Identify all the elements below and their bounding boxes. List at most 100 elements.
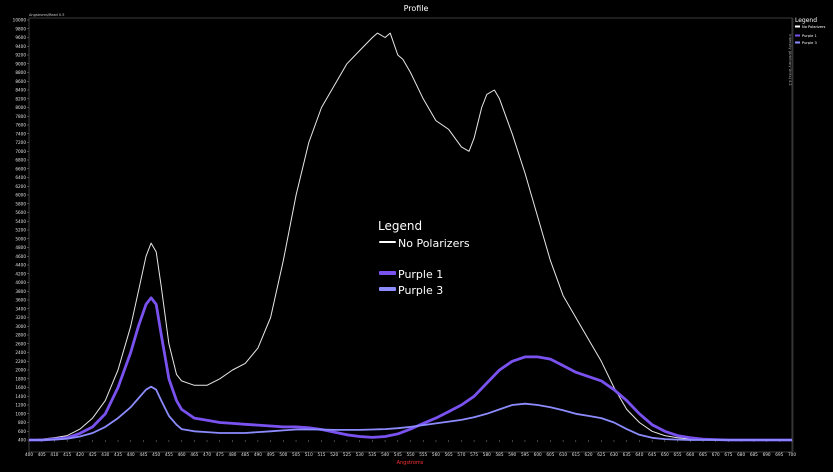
plot-area-frame — [28, 17, 793, 453]
y-tick-label: 8000 — [15, 105, 26, 110]
x-tick-label: 635 — [623, 452, 631, 457]
x-tick-label: 580 — [483, 452, 491, 457]
y-tick-label: 6000 — [15, 193, 26, 198]
y-tick-label: 1600 — [15, 385, 26, 390]
y-tick-label: 1200 — [15, 403, 26, 408]
center-legend-swatch — [379, 287, 396, 291]
x-tick-label: 415 — [63, 452, 71, 457]
x-tick-label: 535 — [368, 452, 376, 457]
x-tick-label: 500 — [279, 452, 287, 457]
side-legend: No Polarizers Purple 1 Purple 3 — [795, 25, 826, 45]
x-tick-label: 625 — [597, 452, 605, 457]
x-tick-label: 665 — [699, 452, 707, 457]
y-tick-label: 1000 — [15, 411, 26, 416]
x-tick-label: 640 — [635, 452, 643, 457]
x-tick-label: 620 — [585, 452, 593, 457]
y-tick-label: 2000 — [15, 368, 26, 373]
x-tick-label: 590 — [508, 452, 516, 457]
series-line-purple-3 — [29, 385, 792, 441]
x-tick-label: 470 — [203, 452, 211, 457]
x-tick-label: 585 — [496, 452, 504, 457]
y-tick-label: 4600 — [15, 254, 26, 259]
x-tick-label: 405 — [38, 452, 46, 457]
x-tick-label: 645 — [648, 452, 656, 457]
x-tick-label: 490 — [254, 452, 262, 457]
x-tick-label: 410 — [50, 452, 58, 457]
side-legend-title: Legend — [795, 17, 817, 24]
side-legend-label: Purple 3 — [802, 41, 817, 45]
y-tick-label: 3000 — [15, 324, 26, 329]
x-tick-label: 525 — [343, 452, 351, 457]
x-tick-label: 605 — [546, 452, 554, 457]
x-tick-label: 550 — [407, 452, 415, 457]
y-tick-label: 4400 — [15, 263, 26, 268]
y-tick-label: 5400 — [15, 219, 26, 224]
right-vertical-text: Intensity (Arbitrary Units) 4.2 — [788, 34, 792, 85]
y-tick-label: 7800 — [15, 114, 26, 119]
x-tick-label: 595 — [521, 452, 529, 457]
x-tick-label: 440 — [127, 452, 135, 457]
x-tick-label: 455 — [165, 452, 173, 457]
x-tick-label: 555 — [419, 452, 427, 457]
y-tick-label: 3600 — [15, 298, 26, 303]
x-tick-label: 695 — [775, 452, 783, 457]
y-tick-label: 6800 — [15, 158, 26, 163]
y-tick-label: 9000 — [15, 61, 26, 66]
x-tick-label: 615 — [572, 452, 580, 457]
x-tick-label: 600 — [534, 452, 542, 457]
y-tick-label: 3400 — [15, 306, 26, 311]
x-tick-label: 565 — [445, 452, 453, 457]
y-tick-label: 5200 — [15, 228, 26, 233]
x-tick-label: 515 — [317, 452, 325, 457]
x-tick-label: 690 — [763, 452, 771, 457]
y-tick-label: 9400 — [15, 44, 26, 49]
y-tick-label: 10000 — [13, 18, 27, 23]
y-axis: 400 600 800 1000 1200 1400 1600 1800 2000 2200 240… — [13, 18, 29, 443]
y-tick-label: 9800 — [15, 26, 26, 31]
x-tick-label: 520 — [330, 452, 338, 457]
x-tick-label: 530 — [356, 452, 364, 457]
series-layer — [28, 32, 792, 442]
x-tick-label: 505 — [292, 452, 300, 457]
y-tick-label: 6600 — [15, 166, 26, 171]
x-tick-label: 560 — [432, 452, 440, 457]
x-tick-label: 570 — [457, 452, 465, 457]
window-title: Profile — [404, 4, 429, 13]
x-tick-label: 670 — [712, 452, 720, 457]
y-tick-label: 5600 — [15, 210, 26, 215]
x-tick-label: 540 — [381, 452, 389, 457]
y-tick-label: 600 — [18, 429, 26, 434]
x-tick-label: 475 — [216, 452, 224, 457]
center-legend-swatch — [379, 271, 396, 275]
center-legend-label: No Polarizers — [398, 237, 470, 250]
y-tick-label: 7200 — [15, 140, 26, 145]
y-tick-label: 6200 — [15, 184, 26, 189]
y-tick-label: 8600 — [15, 79, 26, 84]
x-tick-label: 450 — [152, 452, 160, 457]
x-tick-label: 425 — [89, 452, 97, 457]
y-tick-label: 8400 — [15, 88, 26, 93]
side-legend-swatch — [795, 25, 800, 28]
y-tick-label: 2800 — [15, 333, 26, 338]
y-tick-label: 9200 — [15, 53, 26, 58]
y-tick-label: 4000 — [15, 280, 26, 285]
series-line-purple-1 — [29, 296, 792, 442]
x-tick-label: 650 — [661, 452, 669, 457]
y-tick-label: 1400 — [15, 394, 26, 399]
y-tick-label: 7000 — [15, 149, 26, 154]
y-tick-label: 4200 — [15, 271, 26, 276]
y-tick-label: 9600 — [15, 35, 26, 40]
y-tick-label: 800 — [18, 420, 26, 425]
y-tick-label: 5800 — [15, 201, 26, 206]
x-tick-label: 680 — [737, 452, 745, 457]
x-tick-label: 420 — [76, 452, 84, 457]
center-legend-swatch — [379, 241, 396, 243]
x-tick-label: 495 — [267, 452, 275, 457]
y-tick-label: 8800 — [15, 70, 26, 75]
y-tick-label: 3200 — [15, 315, 26, 320]
y-tick-label: 1800 — [15, 376, 26, 381]
y-tick-label: 2600 — [15, 341, 26, 346]
y-tick-label: 3800 — [15, 289, 26, 294]
side-legend-label: Purple 1 — [802, 34, 817, 38]
